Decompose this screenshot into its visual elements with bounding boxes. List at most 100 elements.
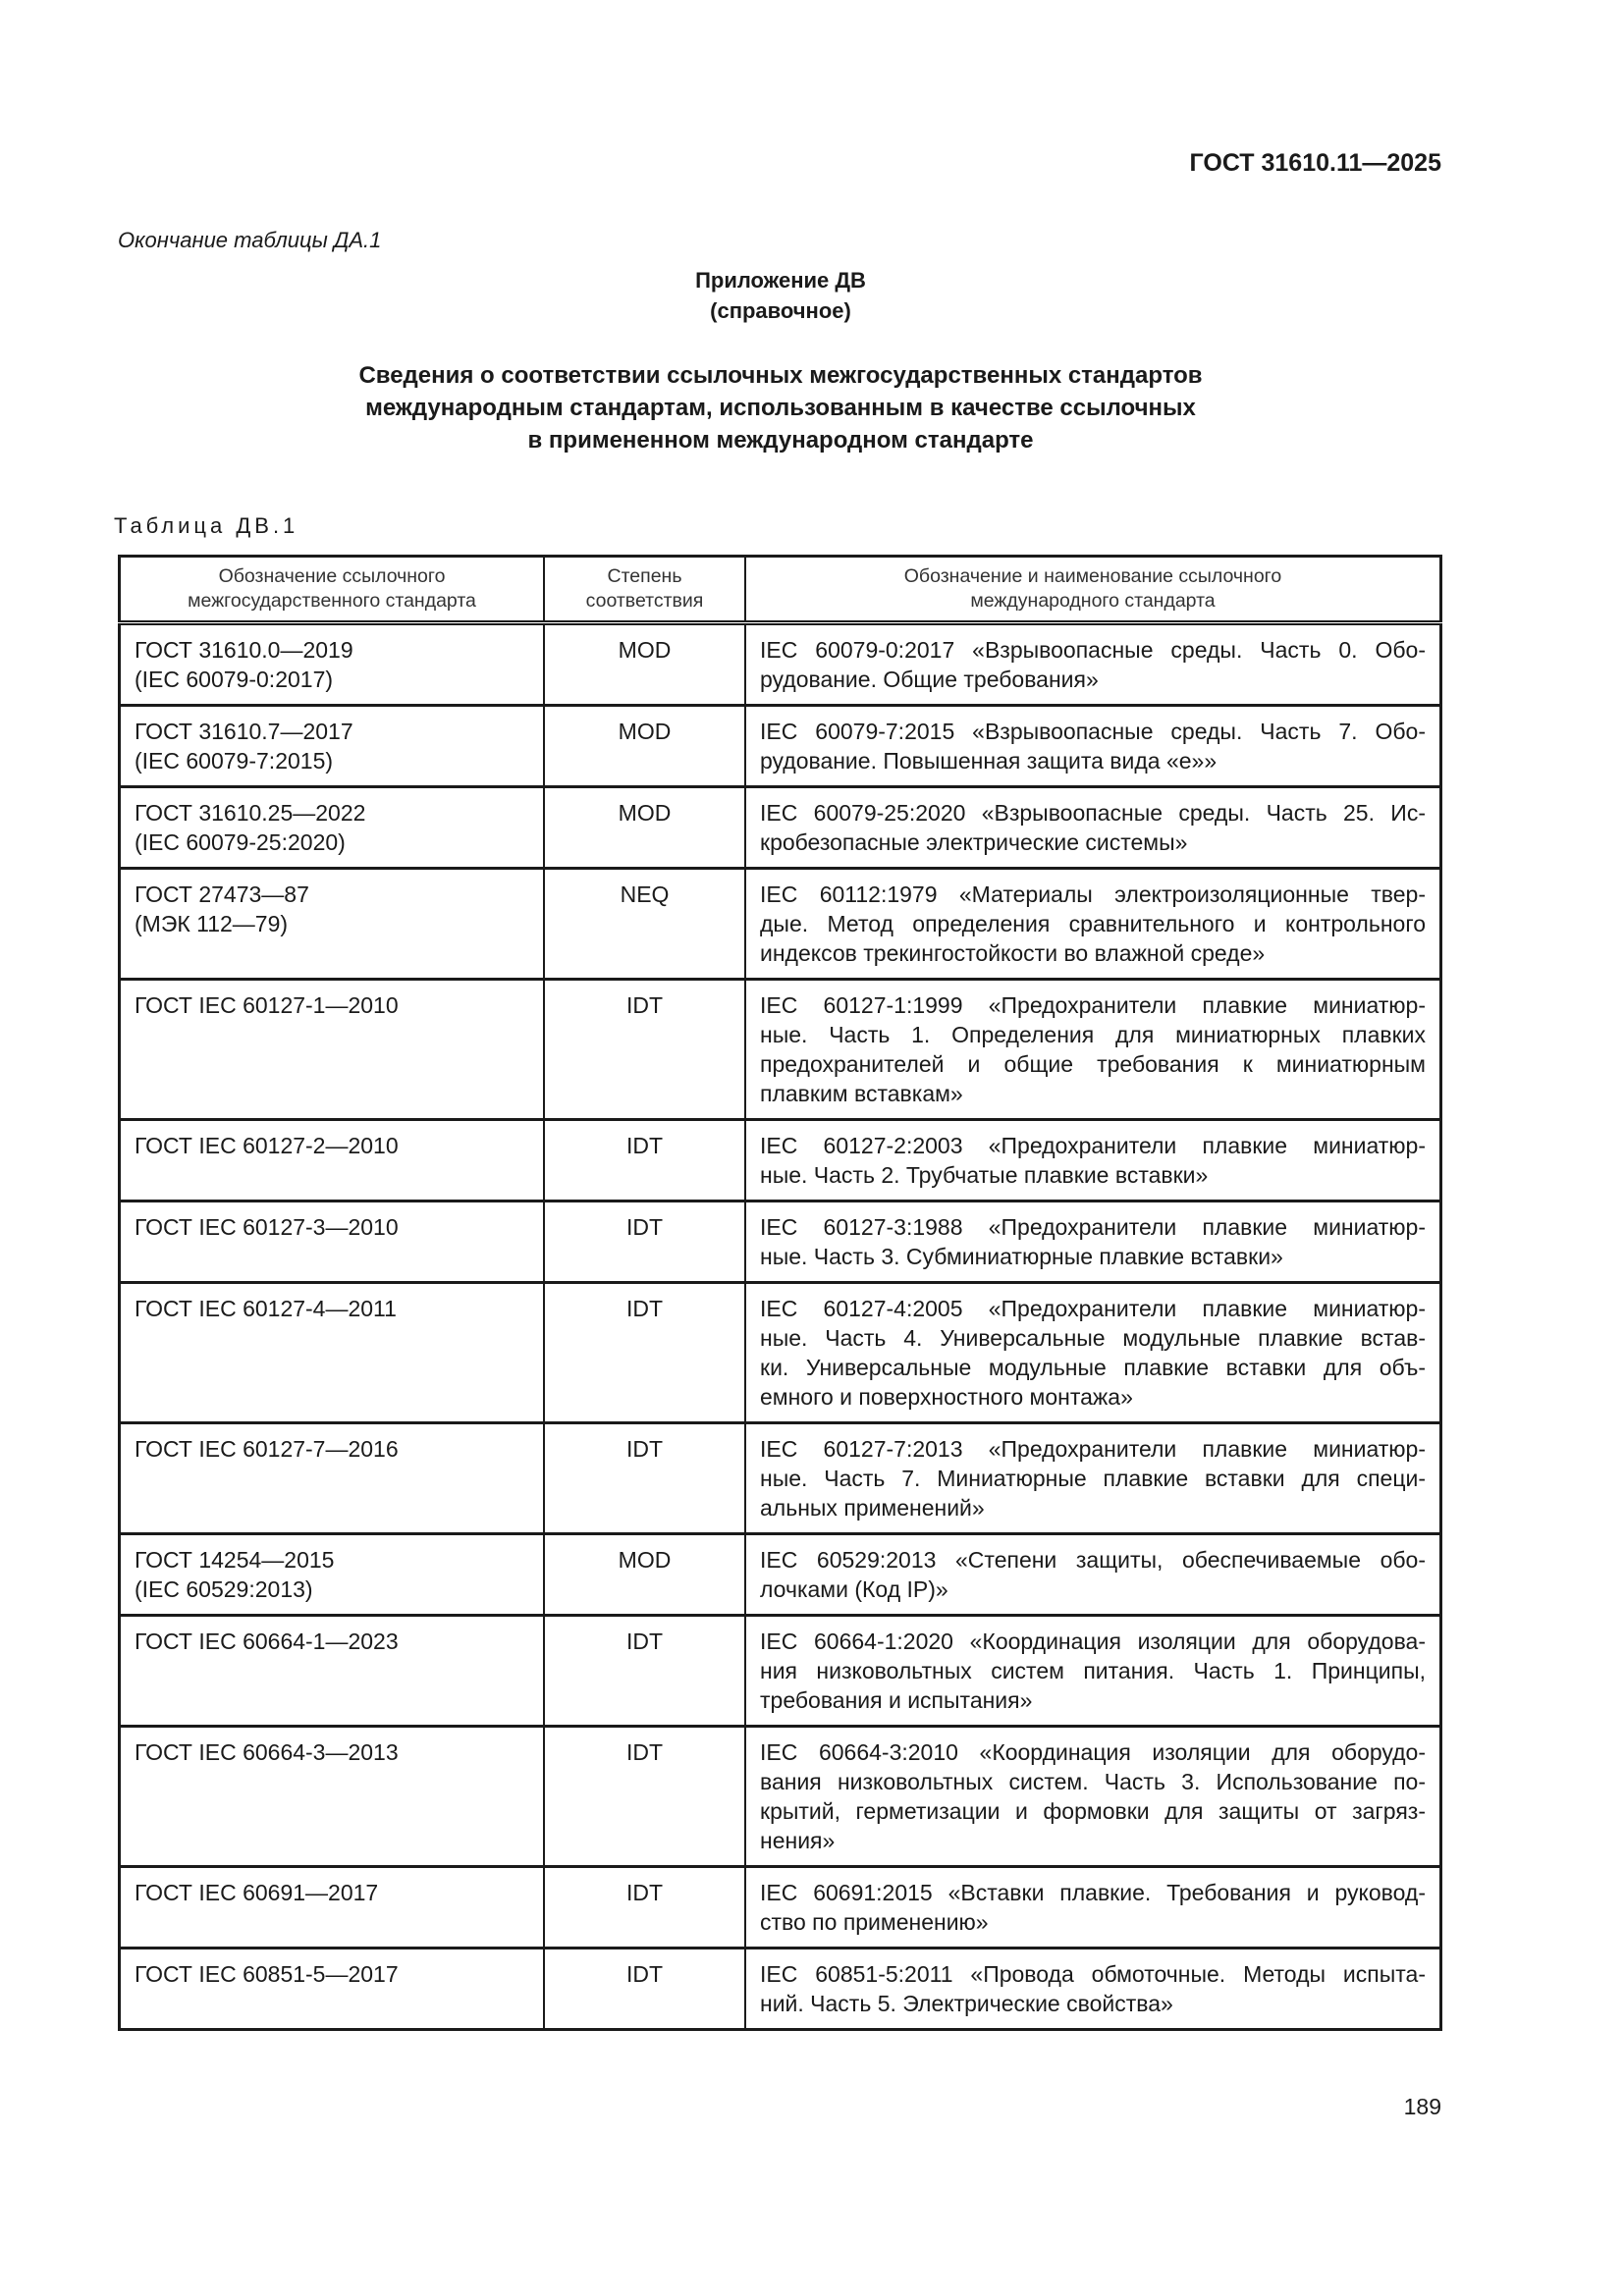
table-row: ГОСТ IEC 60127-1—2010 IDT IEC 60127-1:1999… [118, 978, 1442, 1121]
international-standard-cell: IEC 60112:1979 «Материалы электроизоляци… [744, 867, 1442, 981]
description-line: IEC 60079-7:2015 «Взрывоопасные среды. Ч… [760, 719, 1426, 744]
table-label: Таблица ДВ.1 [114, 513, 299, 538]
degree-cell: IDT [543, 1421, 746, 1535]
standard-line: ГОСТ IEC 60127-2—2010 [135, 1133, 399, 1158]
standard-line: ГОСТ IEC 60664-1—2023 [135, 1629, 399, 1654]
annex-title: Приложение ДВ [695, 268, 866, 293]
description-line: крытий, герметизации и формовки для защи… [760, 1798, 1426, 1824]
header-line: международного стандарта [970, 590, 1216, 612]
description-line: предохранителей и общие требования к мин… [760, 1051, 1426, 1077]
table-row: ГОСТ IEC 60664-3—2013 IDT IEC 60664-3:2010… [118, 1725, 1442, 1868]
title-line: в примененном международном стандарте [527, 427, 1034, 454]
interstate-standard-cell: ГОСТ IEC 60691—2017 [118, 1865, 545, 1949]
annex-heading: Приложение ДВ (справочное) [0, 265, 1561, 326]
description-line: ные. Часть 3. Субминиатюрные плавкие вст… [760, 1244, 1283, 1269]
table-row: ГОСТ 27473—87 (МЭК 112—79) NEQ IEC 60112:19… [118, 867, 1442, 981]
standard-line: (IEC 60079-7:2015) [135, 748, 334, 774]
description-line: IEC 60664-1:2020 «Координация изоляции д… [760, 1629, 1426, 1654]
interstate-standard-cell: ГОСТ 31610.7—2017 (IEC 60079-7:2015) [118, 704, 545, 788]
description-line: ные. Часть 2. Трубчатые плавкие вставки» [760, 1162, 1209, 1188]
international-standard-cell: IEC 60079-0:2017 «Взрывоопасные среды. Ч… [744, 621, 1442, 707]
header-line: Обозначение ссылочного [218, 565, 446, 587]
degree-cell: IDT [543, 978, 746, 1121]
degree-cell: IDT [543, 1200, 746, 1284]
standard-line: ГОСТ IEC 60851-5—2017 [135, 1961, 399, 1987]
table-row: ГОСТ 31610.0—2019 (IEC 60079-0:2017) MOD IE… [118, 621, 1442, 707]
page-number: 189 [1403, 2094, 1441, 2119]
description-line: IEC 60079-25:2020 «Взрывоопасные среды. … [760, 800, 1426, 826]
description-line: альных применений» [760, 1495, 985, 1521]
interstate-standard-cell: ГОСТ 27473—87 (МЭК 112—79) [118, 867, 545, 981]
interstate-standard-cell: ГОСТ 14254—2015 (IEC 60529:2013) [118, 1532, 545, 1617]
description-line: ний. Часть 5. Электрические свойства» [760, 1991, 1173, 2016]
header-international-standard: Обозначение и наименование ссылочного меж… [744, 555, 1442, 624]
interstate-standard-cell: ГОСТ 31610.0—2019 (IEC 60079-0:2017) [118, 621, 545, 707]
international-standard-cell: IEC 60664-3:2010 «Координация изоляции д… [744, 1725, 1442, 1868]
interstate-standard-cell: ГОСТ 31610.25—2022 (IEC 60079-25:2020) [118, 785, 545, 870]
standard-line: ГОСТ 31610.7—2017 [135, 719, 353, 744]
interstate-standard-cell: ГОСТ IEC 60664-3—2013 [118, 1725, 545, 1868]
description-line: ния низковольтных систем питания. Часть … [760, 1658, 1426, 1683]
table-header-row: Обозначение ссылочного межгосударственног… [118, 555, 1442, 624]
standard-line: ГОСТ 27473—87 [135, 881, 309, 907]
standard-line: ГОСТ 31610.0—2019 [135, 637, 353, 663]
international-standard-cell: IEC 60127-4:2005 «Предохранители плавкие… [744, 1281, 1442, 1424]
table-row: ГОСТ IEC 60127-3—2010 IDT IEC 60127-3:1988… [118, 1200, 1442, 1284]
international-standard-cell: IEC 60127-3:1988 «Предохранители плавкие… [744, 1200, 1442, 1284]
international-standard-cell: IEC 60127-2:2003 «Предохранители плавкие… [744, 1118, 1442, 1202]
description-line: IEC 60127-7:2013 «Предохранители плавкие… [760, 1436, 1426, 1462]
table-row: ГОСТ IEC 60691—2017 IDT IEC 60691:2015 «Вс… [118, 1865, 1442, 1949]
degree-cell: IDT [543, 1725, 746, 1868]
header-interstate-standard: Обозначение ссылочного межгосударственног… [118, 555, 545, 624]
table-row: ГОСТ 31610.7—2017 (IEC 60079-7:2015) MOD IE… [118, 704, 1442, 788]
degree-cell: IDT [543, 1865, 746, 1949]
standard-line: ГОСТ IEC 60127-4—2011 [135, 1296, 397, 1321]
annex-kind: (справочное) [710, 298, 851, 323]
description-line: IEC 60691:2015 «Вставки плавкие. Требова… [760, 1880, 1426, 1905]
description-line: дые. Метод определения сравнительного и … [760, 911, 1426, 936]
description-line: IEC 60127-2:2003 «Предохранители плавкие… [760, 1133, 1426, 1158]
header-line: Обозначение и наименование ссылочного [903, 565, 1282, 587]
international-standard-cell: IEC 60529:2013 «Степени защиты, обеспечи… [744, 1532, 1442, 1617]
standard-line: (МЭК 112—79) [135, 911, 289, 936]
description-line: IEC 60127-4:2005 «Предохранители плавкие… [760, 1296, 1426, 1321]
table-row: ГОСТ 31610.25—2022 (IEC 60079-25:2020) MOD… [118, 785, 1442, 870]
standard-line: (IEC 60079-0:2017) [135, 667, 334, 692]
header-degree: Степень соответствия [543, 555, 746, 624]
table-row: ГОСТ IEC 60127-4—2011 IDT IEC 60127-4:2005… [118, 1281, 1442, 1424]
interstate-standard-cell: ГОСТ IEC 60127-4—2011 [118, 1281, 545, 1424]
table-row: ГОСТ IEC 60127-7—2016 IDT IEC 60127-7:2013… [118, 1421, 1442, 1535]
description-line: IEC 60127-3:1988 «Предохранители плавкие… [760, 1214, 1426, 1240]
description-line: IEC 60127-1:1999 «Предохранители плавкие… [760, 992, 1426, 1018]
degree-cell: MOD [543, 704, 746, 788]
international-standard-cell: IEC 60664-1:2020 «Координация изоляции д… [744, 1614, 1442, 1728]
description-line: IEC 60112:1979 «Материалы электроизоляци… [760, 881, 1426, 907]
interstate-standard-cell: ГОСТ IEC 60127-1—2010 [118, 978, 545, 1121]
standard-line: ГОСТ 14254—2015 [135, 1547, 335, 1573]
description-line: кробезопасные электрические системы» [760, 829, 1188, 855]
degree-cell: MOD [543, 785, 746, 870]
table-row: ГОСТ IEC 60127-2—2010 IDT IEC 60127-2:2003… [118, 1118, 1442, 1202]
international-standard-cell: IEC 60079-7:2015 «Взрывоопасные среды. Ч… [744, 704, 1442, 788]
description-line: IEC 60529:2013 «Степени защиты, обеспечи… [760, 1547, 1426, 1573]
table-row: ГОСТ 14254—2015 (IEC 60529:2013) MOD IEC 60… [118, 1532, 1442, 1617]
description-line: рудование. Общие требования» [760, 667, 1099, 692]
standard-line: ГОСТ 31610.25—2022 [135, 800, 366, 826]
description-line: ки. Универсальные модульные плавкие вста… [760, 1355, 1426, 1380]
interstate-standard-cell: ГОСТ IEC 60127-2—2010 [118, 1118, 545, 1202]
description-line: лочками (Код IP)» [760, 1576, 948, 1602]
international-standard-cell: IEC 60851-5:2011 «Провода обмоточные. Ме… [744, 1947, 1442, 2031]
annex-subject-title: Сведения о соответствии ссылочных межгос… [0, 359, 1561, 456]
description-line: IEC 60079-0:2017 «Взрывоопасные среды. Ч… [760, 637, 1426, 663]
title-line: международным стандартам, использованным… [365, 395, 1196, 421]
correspondence-table: Обозначение ссылочного межгосударственног… [118, 555, 1442, 2031]
description-line: плавким вставкам» [760, 1081, 963, 1106]
description-line: IEC 60664-3:2010 «Координация изоляции д… [760, 1739, 1426, 1765]
degree-cell: MOD [543, 1532, 746, 1617]
description-line: индексов трекингостойкости во влажной ср… [760, 940, 1266, 966]
degree-cell: NEQ [543, 867, 746, 981]
description-line: ство по применению» [760, 1909, 989, 1935]
table-row: ГОСТ IEC 60851-5—2017 IDT IEC 60851-5:2011… [118, 1947, 1442, 2031]
standard-line: (IEC 60529:2013) [135, 1576, 313, 1602]
standard-line: ГОСТ IEC 60127-7—2016 [135, 1436, 399, 1462]
